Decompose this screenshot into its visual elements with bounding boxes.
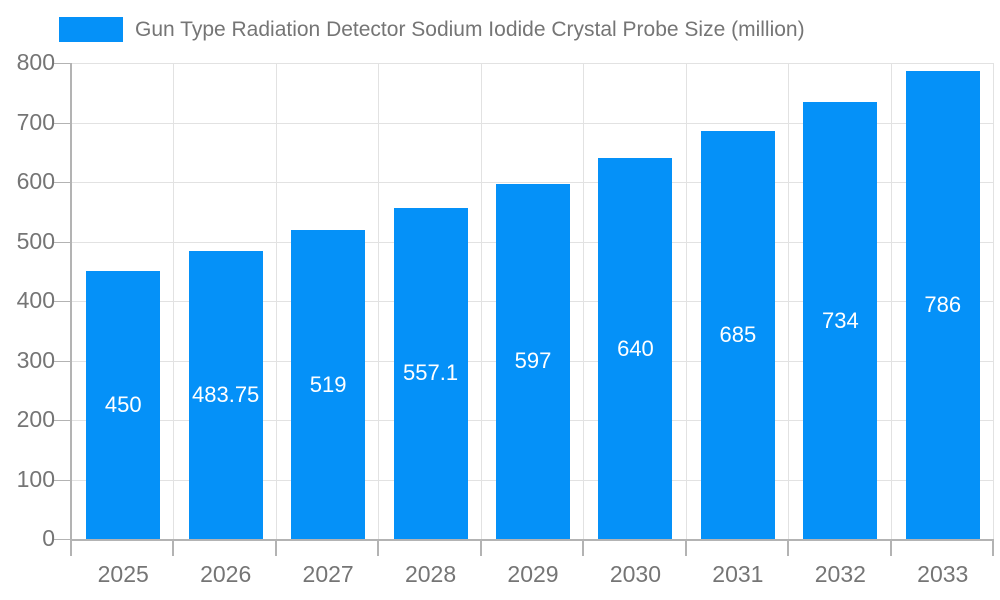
bar[interactable] <box>393 207 468 539</box>
y-axis-tick <box>53 360 70 362</box>
x-axis-tick <box>684 541 687 556</box>
y-axis-tick <box>53 479 70 481</box>
y-axis-tick <box>53 63 70 64</box>
x-axis-category-label: 2029 <box>507 561 559 587</box>
x-axis-category-label: 2032 <box>814 561 866 587</box>
y-axis-tick-label: 300 <box>16 346 55 373</box>
legend-swatch-icon <box>59 17 123 42</box>
y-axis-tick-label: 0 <box>42 525 55 552</box>
y-axis-tick-label: 500 <box>16 227 55 254</box>
bar[interactable] <box>700 131 775 539</box>
x-axis-tick <box>889 541 892 556</box>
bar[interactable] <box>188 251 263 539</box>
y-axis-tick-label: 600 <box>16 168 55 195</box>
x-axis-category-label: 2025 <box>97 561 149 587</box>
x-axis-category-label: 2027 <box>302 561 354 587</box>
v-gridline <box>993 63 994 539</box>
x-axis-tick <box>172 541 175 556</box>
x-axis-tick <box>992 541 994 556</box>
bar[interactable] <box>598 158 673 539</box>
v-gridline <box>378 63 380 539</box>
x-axis-tick <box>787 541 790 556</box>
y-axis-tick <box>53 122 70 124</box>
y-axis-tick <box>53 182 70 183</box>
y-axis-tick-label: 100 <box>16 465 55 492</box>
bar-value-label: 450 <box>104 392 142 418</box>
v-gridline <box>890 63 892 539</box>
bar-value-label: 786 <box>924 292 962 318</box>
bar-value-label: 685 <box>719 322 757 348</box>
y-axis-line <box>70 63 72 539</box>
x-axis-category-label: 2026 <box>200 561 252 587</box>
v-gridline <box>788 63 790 539</box>
h-gridline <box>72 63 994 64</box>
bar-value-label: 483.75 <box>192 382 260 408</box>
legend-label: Gun Type Radiation Detector Sodium Iodid… <box>135 17 805 41</box>
y-axis-tick <box>53 420 70 421</box>
v-gridline <box>173 63 175 539</box>
bar[interactable] <box>291 230 366 539</box>
x-axis-tick <box>377 541 380 556</box>
y-axis-tick-label: 400 <box>16 287 55 314</box>
y-axis-tick <box>53 301 70 302</box>
v-gridline <box>480 63 482 539</box>
x-axis-tick <box>582 541 585 556</box>
x-axis-line <box>70 539 994 541</box>
v-gridline <box>275 63 277 539</box>
bar[interactable] <box>86 271 161 539</box>
x-axis-category-label: 2030 <box>609 561 662 587</box>
bar[interactable] <box>496 183 570 539</box>
v-gridline <box>685 63 687 539</box>
y-axis-tick-label: 200 <box>16 406 55 433</box>
chart-legend[interactable]: Gun Type Radiation Detector Sodium Iodid… <box>59 17 805 42</box>
h-gridline <box>72 182 994 183</box>
x-axis-tick <box>70 541 72 556</box>
x-axis-tick <box>274 541 277 556</box>
bar-value-label: 640 <box>617 335 654 361</box>
x-axis-tick <box>479 541 482 556</box>
bar-value-label: 597 <box>514 348 552 374</box>
x-axis-category-label: 2031 <box>712 561 764 587</box>
y-axis-tick <box>53 539 70 540</box>
y-axis-tick-label: 800 <box>16 49 55 76</box>
y-axis-tick <box>53 241 70 243</box>
bar[interactable] <box>803 102 878 539</box>
bar-value-label: 734 <box>821 307 859 333</box>
h-gridline <box>72 122 994 124</box>
v-gridline <box>583 63 585 539</box>
bar[interactable] <box>905 71 980 539</box>
y-axis-tick-label: 700 <box>16 108 55 135</box>
x-axis-category-label: 2028 <box>404 561 457 587</box>
bar-value-label: 557.1 <box>403 360 459 386</box>
x-axis-category-label: 2033 <box>917 561 969 587</box>
bar-value-label: 519 <box>309 371 347 397</box>
